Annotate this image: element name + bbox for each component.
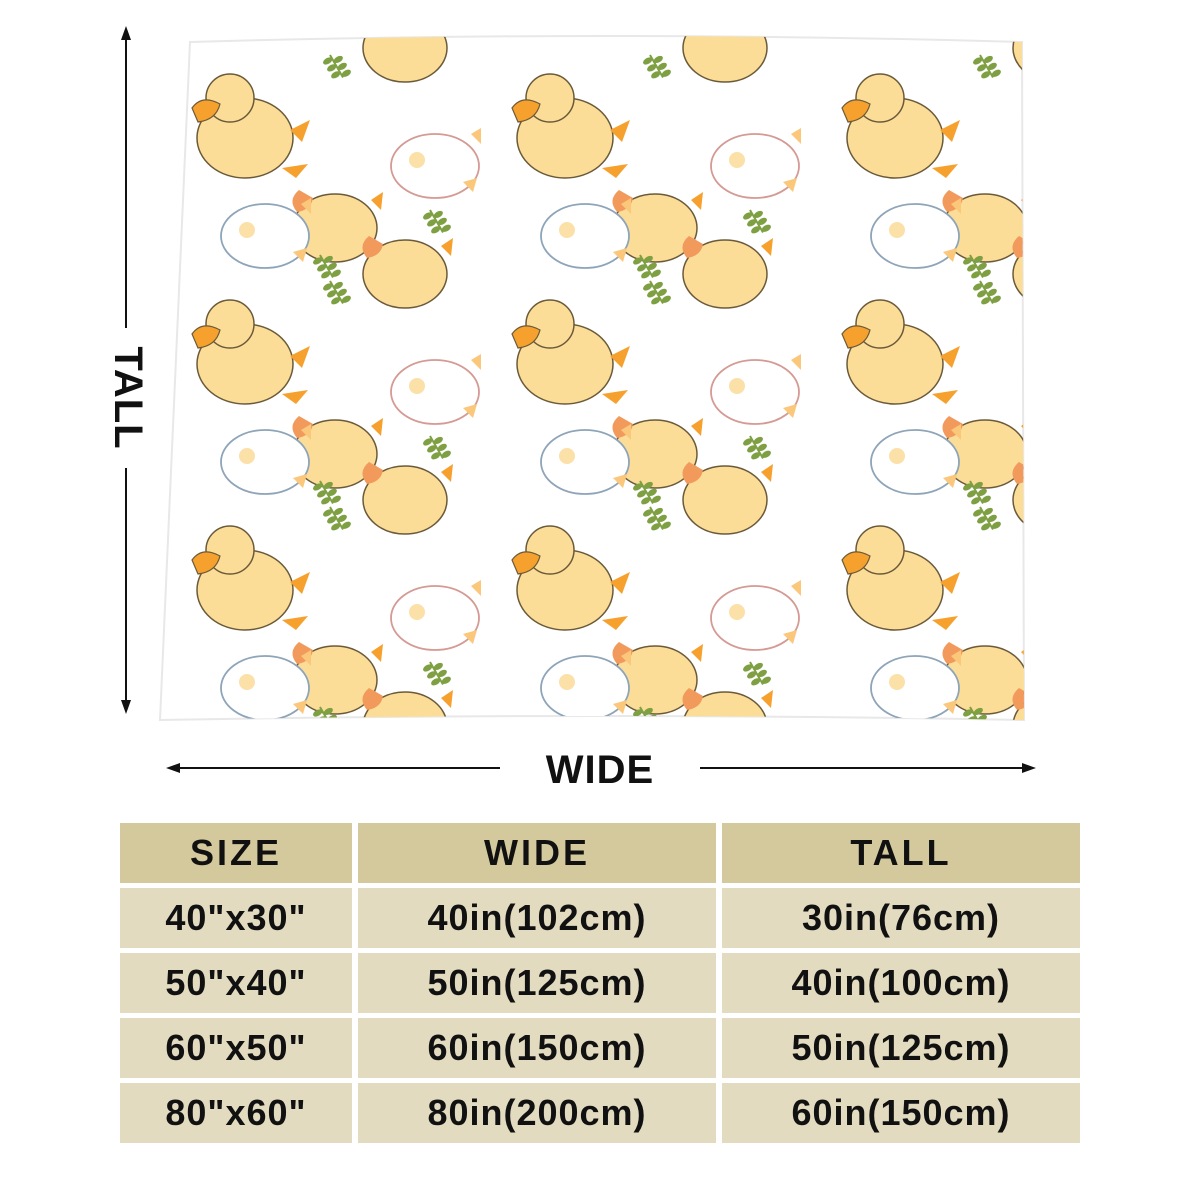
yellow-duck-icon: [511, 299, 630, 405]
size-cell: 60"x50": [120, 1018, 352, 1078]
leaf-icon: [743, 435, 771, 460]
round-duck-icon: [1012, 688, 1024, 720]
leaf-icon: [323, 506, 351, 531]
leaf-icon: [643, 506, 671, 531]
leaf-icon: [1071, 657, 1102, 690]
yellow-duck-icon: [842, 752, 960, 800]
yellow-duck-icon: [841, 525, 960, 631]
header-tall: TALL: [722, 823, 1080, 883]
tall-cell: 50in(125cm): [722, 1018, 1080, 1078]
white-duck-icon: [870, 424, 961, 495]
tall-arrow: [121, 26, 131, 714]
yellow-duck-icon: [191, 73, 310, 179]
round-duck-icon: [682, 36, 768, 83]
leaf-icon: [971, 728, 1002, 761]
leaf-icon: [321, 728, 352, 761]
leaf-icon: [313, 480, 341, 505]
white-duck-icon: [220, 650, 311, 720]
yellow-duck-icon: [191, 299, 310, 405]
tall-cell: 40in(100cm): [722, 953, 1080, 1013]
white-duck-icon: [220, 424, 311, 495]
round-duck-icon: [682, 462, 773, 535]
yellow-duck-icon: [511, 73, 630, 179]
leaf-icon: [973, 506, 1001, 531]
round-duck-icon: [1012, 462, 1024, 535]
white-duck-icon: [540, 198, 631, 269]
blanket-illustration: TALL WIDE: [106, 26, 1131, 800]
white-duck-icon: [1041, 354, 1131, 424]
white-duck-icon: [870, 198, 961, 269]
tall-cell: 60in(150cm): [722, 1083, 1080, 1143]
leaf-icon: [963, 254, 991, 279]
round-duck-icon: [1012, 36, 1024, 83]
round-duck-icon: [682, 236, 773, 309]
round-duck-icon: [682, 688, 773, 720]
size-cell: 80"x60": [120, 1083, 352, 1143]
size-cell: 40"x30": [120, 888, 352, 948]
leaf-icon: [423, 435, 451, 460]
leaf-icon: [633, 254, 661, 279]
white-duck-icon: [710, 128, 801, 199]
white-duck-icon: [540, 650, 631, 720]
yellow-duck-icon: [841, 299, 960, 405]
blanket-svg: [121, 26, 1131, 800]
leaf-icon: [323, 280, 351, 305]
table-header-row: SIZE WIDE TALL: [120, 823, 1080, 883]
leaf-icon: [643, 280, 671, 305]
size-cell: 50"x40": [120, 953, 352, 1013]
duck-pattern: [191, 36, 1131, 800]
table-row: 60"x50" 60in(150cm) 50in(125cm): [120, 1018, 1080, 1078]
white-duck-icon: [1041, 128, 1131, 198]
round-duck-icon: [362, 462, 453, 535]
yellow-duck-icon: [192, 752, 310, 800]
white-duck-icon: [1041, 580, 1131, 650]
table-row: 80"x60" 80in(200cm) 60in(150cm): [120, 1083, 1080, 1143]
white-duck-icon: [710, 354, 801, 425]
wide-cell: 60in(150cm): [352, 1018, 722, 1078]
white-duck-icon: [220, 198, 311, 269]
leaf-icon: [423, 661, 451, 686]
leaf-icon: [973, 54, 1001, 79]
leaf-icon: [323, 54, 351, 79]
header-wide: WIDE: [352, 823, 722, 883]
leaf-icon: [423, 209, 451, 234]
leaf-icon: [313, 254, 341, 279]
round-duck-icon: [1012, 236, 1024, 309]
leaf-icon: [963, 480, 991, 505]
wide-arrow: [166, 763, 1036, 773]
white-duck-icon: [540, 424, 631, 495]
round-duck-icon: [612, 416, 703, 489]
leaf-icon: [633, 480, 661, 505]
white-duck-icon: [390, 128, 481, 199]
wide-cell: 50in(125cm): [352, 953, 722, 1013]
yellow-duck-icon: [511, 525, 630, 631]
leaf-icon: [973, 280, 1001, 305]
leaf-icon: [643, 54, 671, 79]
tall-label: TALL: [106, 328, 150, 468]
white-duck-icon: [710, 580, 801, 651]
yellow-duck-icon: [841, 73, 960, 179]
header-size: SIZE: [120, 823, 352, 883]
white-duck-icon: [390, 354, 481, 425]
round-duck-icon: [362, 236, 453, 309]
leaf-icon: [743, 209, 771, 234]
leaf-icon: [963, 706, 987, 720]
wide-cell: 80in(200cm): [352, 1083, 722, 1143]
table-row: 50"x40" 50in(125cm) 40in(100cm): [120, 953, 1080, 1013]
white-duck-icon: [390, 580, 481, 651]
wide-label: WIDE: [500, 750, 700, 790]
wide-cell: 40in(102cm): [352, 888, 722, 948]
round-duck-icon: [292, 190, 383, 263]
yellow-duck-icon: [191, 525, 310, 631]
round-duck-icon: [362, 688, 453, 720]
leaf-icon: [743, 661, 771, 686]
round-duck-icon: [362, 36, 448, 83]
size-table: SIZE WIDE TALL 40"x30" 40in(102cm) 30in(…: [120, 818, 1080, 1148]
leaf-icon: [1071, 431, 1102, 464]
tall-cell: 30in(76cm): [722, 888, 1080, 948]
leaf-icon: [1071, 205, 1102, 238]
white-duck-icon: [870, 650, 961, 720]
table-row: 40"x30" 40in(102cm) 30in(76cm): [120, 888, 1080, 948]
round-duck-icon: [292, 416, 383, 489]
